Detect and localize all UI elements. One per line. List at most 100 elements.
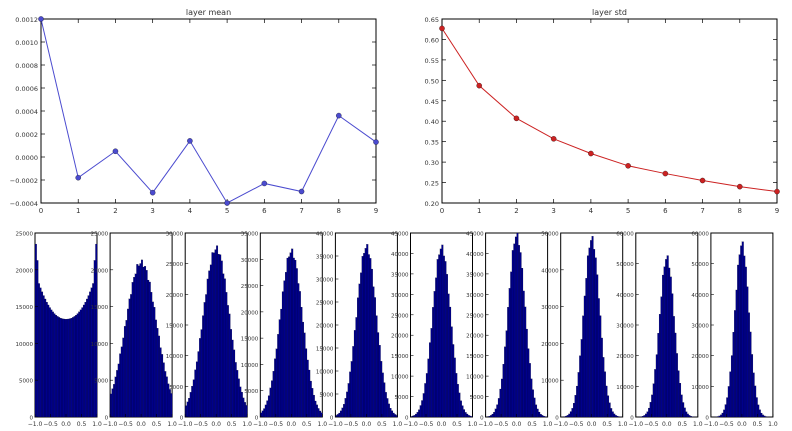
x-tick-label: −0.5 [419,421,434,428]
x-tick-label: 0.0 [287,421,297,428]
y-tick-label: 15000 [166,324,184,330]
y-tick-label: 10000 [316,370,334,376]
data-point [588,150,594,157]
x-tick-label: −1.0 [28,421,43,428]
x-tick-label: 0.5 [227,421,237,428]
y-tick-label: 10000 [391,375,409,381]
y-tick-label: 20000 [691,354,709,360]
x-tick-label: 7 [299,207,303,215]
x-tick-label: 0.0 [136,421,146,428]
y-tick-label: 25000 [91,232,109,238]
y-tick-label: 30000 [616,324,634,330]
x-tick-label: −1.0 [328,421,343,428]
data-point [699,177,706,184]
data-point [737,183,743,190]
y-tick-label: 25000 [16,232,34,238]
data-point [298,188,305,195]
y-tick-label: 0.0002 [15,131,38,139]
y-tick-label: 40000 [616,293,634,299]
data-point [373,139,379,145]
y-tick-label: 15000 [391,354,409,360]
y-tick-label: 50000 [691,262,709,268]
x-tick-label: −1.0 [478,421,493,428]
x-tick-label: 0.5 [527,421,537,428]
y-tick-label: 5000 [319,393,333,399]
y-tick-label: 30000 [466,293,484,299]
histogram-panel-4: 0 5000 10000 15000 20000 25000 30000 35000 −1.0−… [241,232,327,429]
data-point [476,82,482,89]
y-tick-label: 30000 [166,232,184,238]
histogram-panel-6: 0 5000 10000 15000 20000 25000 30000 35000 40000… [391,232,477,429]
x-tick-label: −0.5 [719,421,734,428]
x-tick-label: −1.0 [629,421,644,428]
y-tick-label: 20000 [391,334,409,340]
plot-frame [441,18,778,204]
y-tick-label: 15000 [316,347,334,353]
x-tick-label: 0.5 [602,421,612,428]
x-tick-label: 4 [188,207,193,215]
x-tick-label: 1.0 [92,421,102,428]
x-tick-label: 0.5 [377,421,387,428]
x-tick-label: 0.0 [61,421,71,428]
x-tick-label: 1.0 [167,421,177,428]
x-tick-label: 7 [700,207,704,215]
x-tick-label: 0.5 [302,421,312,428]
x-tick-label: −0.5 [269,421,284,428]
histogram-panel-7: 0 5000 10000 15000 20000 25000 30000 35000 40000… [466,232,552,429]
x-tick-label: 1.0 [543,421,553,428]
y-tick-label: 0 [405,416,409,422]
x-tick-label: 0.5 [678,421,688,428]
x-tick-label: 0.5 [753,421,763,428]
y-tick-label: 0.0004 [15,108,38,116]
y-tick-label: 0 [105,416,109,422]
y-tick-label: 15000 [241,337,259,343]
y-tick-label: 0.0008 [15,62,38,70]
y-tick-label: 5000 [19,379,33,385]
x-tick-label: 9 [775,207,779,215]
y-tick-label: 0.35 [425,139,439,147]
histogram-bar [245,405,248,418]
x-tick-label: 2 [514,207,518,215]
y-tick-label: 45000 [391,232,409,238]
x-tick-label: 0 [440,207,444,215]
data-point [38,16,44,22]
x-tick-label: 0.5 [152,421,162,428]
x-tick-label: −1.0 [178,421,193,428]
x-tick-label: 1.0 [618,421,628,428]
y-tick-label: 20000 [541,342,559,348]
y-tick-label: 25000 [316,301,334,307]
y-tick-label: 45000 [466,232,484,238]
data-point [662,170,669,177]
x-tick-label: −0.5 [193,421,208,428]
y-tick-label: 0 [705,416,709,422]
y-tick-label: 35000 [466,272,484,278]
y-tick-label: 25000 [166,262,184,268]
y-tick-label: 10000 [241,363,259,369]
y-tick-label: −0.0002 [10,177,38,185]
histogram-bar [170,393,173,418]
x-tick-label: −0.5 [569,421,584,428]
y-tick-label: 60000 [616,232,634,238]
plot-frame [40,18,377,204]
y-tick-label: 30000 [691,324,709,330]
y-tick-label: 30000 [541,305,559,311]
y-tick-label: 5000 [94,379,108,385]
y-tick-label: 40000 [466,252,484,258]
y-tick-label: 0 [255,416,259,422]
y-tick-label: 25000 [466,313,484,319]
x-tick-label: 1.0 [393,421,403,428]
y-tick-label: 40000 [391,252,409,258]
y-tick-label: 0.65 [425,16,439,24]
y-tick-label: 0.0012 [15,16,38,24]
series-line [40,18,377,204]
y-tick-label: 10000 [166,354,184,360]
y-tick-label: 50000 [541,232,559,238]
y-tick-label: 0.55 [425,57,439,65]
y-tick-label: 40000 [691,293,709,299]
x-tick-label: −1.0 [704,421,719,428]
y-tick-label: 20000 [91,268,109,274]
y-tick-label: 0 [30,416,34,422]
y-tick-label: 35000 [316,255,334,261]
